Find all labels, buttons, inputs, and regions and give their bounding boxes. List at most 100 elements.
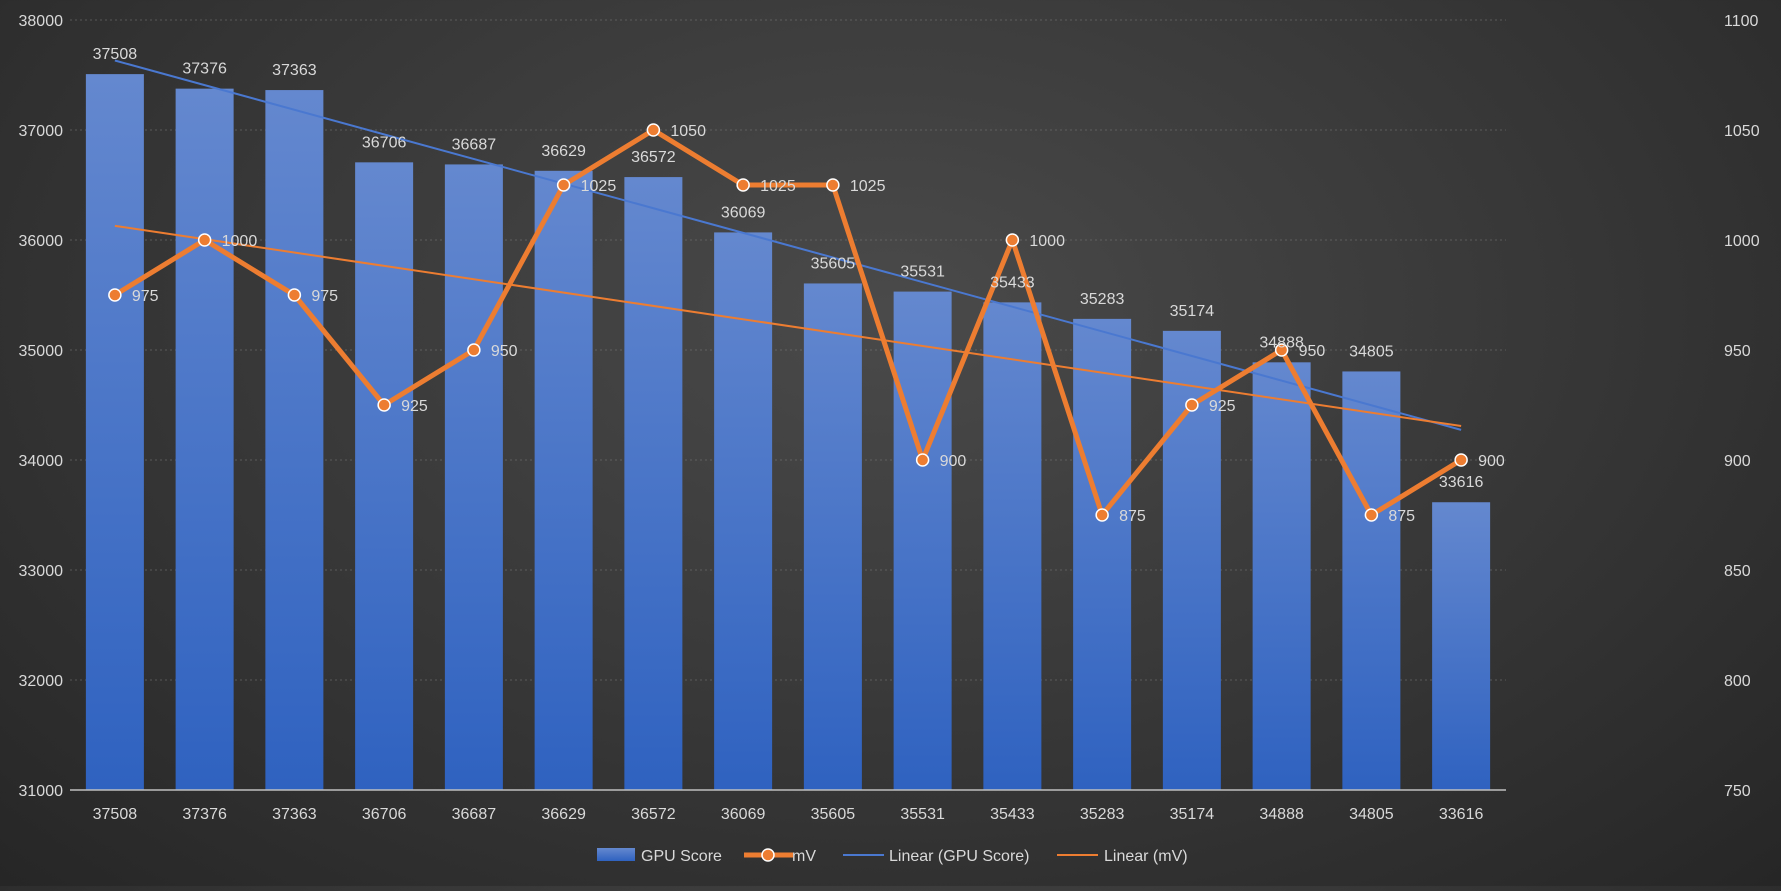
marker-mv xyxy=(197,233,212,247)
x-tick-label: 36629 xyxy=(541,806,586,823)
marker-mv xyxy=(1274,343,1289,357)
y-left-tick-label: 35000 xyxy=(19,343,64,360)
marker-mv xyxy=(377,398,391,412)
line-data-label: 950 xyxy=(1299,343,1326,360)
marker-mv xyxy=(287,288,302,302)
y-left-tick-label: 36000 xyxy=(19,233,64,250)
bar-data-label: 35531 xyxy=(900,264,945,281)
line-data-label: 1000 xyxy=(222,233,258,250)
bar-gpu-score xyxy=(534,170,593,790)
x-tick-label: 37363 xyxy=(272,806,317,823)
bar-data-label: 35433 xyxy=(990,274,1035,291)
line-data-label: 875 xyxy=(1119,508,1146,525)
line-data-label: 875 xyxy=(1388,508,1415,525)
bar-gpu-score xyxy=(175,88,234,790)
y-left-tick-label: 34000 xyxy=(19,453,64,470)
y-right-tick-label: 750 xyxy=(1724,783,1751,800)
marker-mv xyxy=(915,453,930,467)
marker-mv xyxy=(1095,508,1109,522)
x-tick-label: 36706 xyxy=(362,806,407,823)
y-right-tick-label: 1000 xyxy=(1724,233,1760,250)
x-tick-label: 35531 xyxy=(900,806,945,823)
bar-gpu-score xyxy=(624,177,683,790)
line-mv xyxy=(113,127,1463,518)
x-tick-label: 34888 xyxy=(1259,806,1304,823)
bar-data-label: 34888 xyxy=(1259,334,1304,351)
x-tick-label: 37508 xyxy=(93,806,138,823)
x-tick-label: 36069 xyxy=(721,806,766,823)
y-left-tick-label: 37000 xyxy=(19,123,64,140)
bar-gpu-score xyxy=(444,164,503,790)
bar-data-label: 37376 xyxy=(182,61,227,78)
x-tick-label: 35174 xyxy=(1170,806,1215,823)
bar-data-label: 36629 xyxy=(541,143,586,160)
x-tick-label: 36572 xyxy=(631,806,676,823)
x-tick-label: 33616 xyxy=(1439,806,1484,823)
bar-gpu-score xyxy=(803,283,862,790)
bar-gpu-score xyxy=(893,291,952,790)
bar-data-label: 36706 xyxy=(362,134,407,151)
x-tick-label: 37376 xyxy=(182,806,227,823)
y-left-tick-label: 31000 xyxy=(19,783,64,800)
marker-mv xyxy=(556,178,571,192)
legend-label-gpu-score: GPU Score xyxy=(641,848,722,865)
marker-mv xyxy=(1364,508,1379,522)
x-tick-label: 35433 xyxy=(990,806,1035,823)
bar-gpu-score xyxy=(1073,318,1132,790)
line-data-label: 975 xyxy=(311,288,338,305)
line-data-label: 1025 xyxy=(850,178,886,195)
bar-data-label: 34805 xyxy=(1349,343,1394,360)
line-data-label: 1025 xyxy=(581,178,617,195)
trendline-gpu-score xyxy=(114,59,1462,431)
line-data-label: 1050 xyxy=(670,123,706,140)
bar-gpu-score xyxy=(983,302,1042,790)
line-data-label: 950 xyxy=(491,343,518,360)
bar-gpu-score xyxy=(1342,371,1401,790)
marker-mv xyxy=(826,178,840,192)
y-left-tick-label: 32000 xyxy=(19,673,64,690)
marker-mv xyxy=(467,343,481,357)
bar-data-label: 35174 xyxy=(1170,303,1215,320)
y-right-tick-label: 900 xyxy=(1724,453,1751,470)
marker-mv xyxy=(1185,398,1199,412)
y-right-tick-label: 1100 xyxy=(1724,13,1759,30)
marker-mv xyxy=(646,123,661,137)
marker-mv xyxy=(736,178,750,192)
y-left-tick-label: 33000 xyxy=(19,563,64,580)
bar-data-label: 37363 xyxy=(272,62,317,79)
legend-label-linear-mv: Linear (mV) xyxy=(1104,848,1188,865)
line-data-label: 925 xyxy=(1209,398,1236,415)
bar-gpu-score xyxy=(85,74,144,791)
legend-label-mv: mV xyxy=(792,848,816,865)
y-left-tick-label: 38000 xyxy=(19,13,64,30)
y-right-tick-label: 950 xyxy=(1724,343,1751,360)
x-tick-label: 34805 xyxy=(1349,806,1394,823)
line-data-label: 1000 xyxy=(1029,233,1065,250)
marker-mv xyxy=(1005,233,1020,247)
bar-gpu-score xyxy=(714,232,773,790)
line-data-label: 900 xyxy=(1478,453,1505,470)
bar-data-label: 35605 xyxy=(811,255,856,272)
line-data-label: 925 xyxy=(401,398,428,415)
marker-mv xyxy=(1454,453,1468,467)
bar-gpu-score xyxy=(1432,502,1491,790)
bar-gpu-score xyxy=(1252,362,1311,790)
x-tick-label: 35605 xyxy=(811,806,856,823)
legend-marker-mv xyxy=(761,848,775,862)
y-right-tick-label: 850 xyxy=(1724,563,1751,580)
line-data-label: 900 xyxy=(940,453,967,470)
x-tick-label: 35283 xyxy=(1080,806,1125,823)
legend-swatch-gpu-score xyxy=(597,848,635,861)
bar-data-label: 36572 xyxy=(631,149,676,166)
bar-data-label: 36687 xyxy=(452,136,497,153)
bar-data-label: 35283 xyxy=(1080,291,1125,308)
line-data-label: 1025 xyxy=(760,178,796,195)
trendline-mv xyxy=(114,224,1462,428)
y-right-tick-label: 1050 xyxy=(1724,123,1760,140)
y-right-tick-label: 800 xyxy=(1724,673,1751,690)
bar-data-label: 33616 xyxy=(1439,474,1484,491)
marker-mv xyxy=(108,288,122,302)
line-data-label: 975 xyxy=(132,288,159,305)
